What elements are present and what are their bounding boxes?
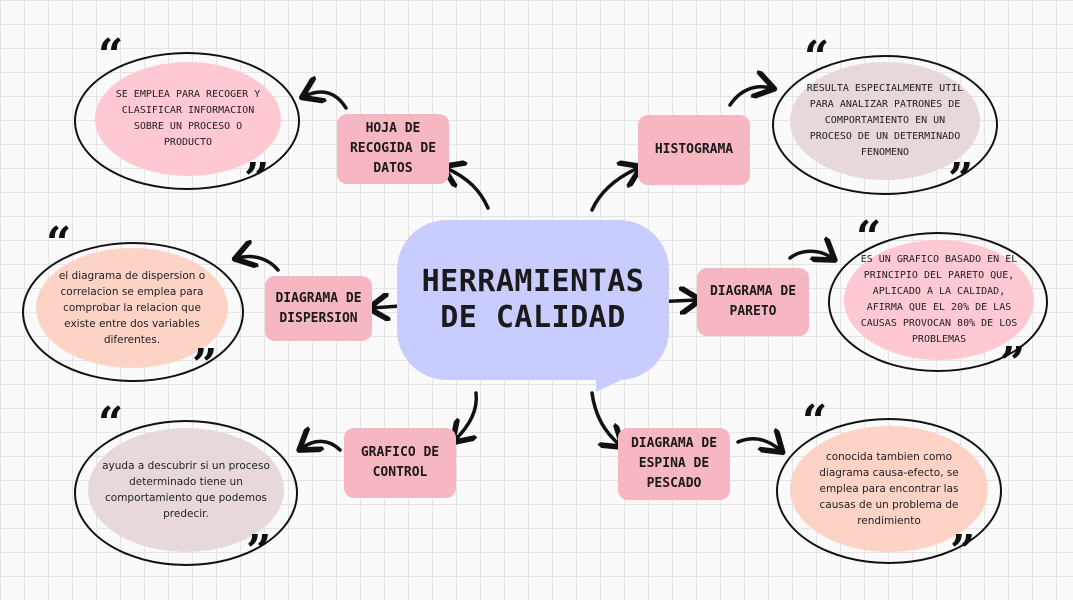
quote-control: ayuda a descubrir si un proceso determin…: [88, 428, 284, 552]
center-bubble: HERRAMIENTAS DE CALIDAD: [397, 220, 669, 380]
quote-ring-dispersion: [22, 242, 244, 382]
tool-box-histograma: HISTOGRAMA: [638, 115, 750, 185]
arrow-center-to-hoja: [446, 168, 490, 210]
open-quote-icon: “: [98, 30, 124, 81]
open-quote-icon: “: [98, 398, 124, 449]
arrow-control-to-quote: [302, 441, 342, 450]
center-title: HERRAMIENTAS DE CALIDAD: [421, 264, 645, 335]
arrow-dispersion-to-quote: [238, 257, 280, 272]
quote-espina: conocida tambien como diagrama causa-efe…: [790, 426, 988, 552]
quote-ring-hoja: [74, 52, 300, 190]
arrow-center-to-control: [455, 391, 479, 440]
open-quote-icon: “: [804, 32, 830, 83]
open-quote-icon: “: [856, 212, 882, 263]
quote-ring-espina: [776, 418, 1002, 564]
quote-hoja: SE EMPLEA PARA RECOGER Y CLASIFICAR INFO…: [95, 62, 281, 176]
arrow-histograma-to-quote: [728, 87, 771, 107]
tool-box-control: GRAFICO DE CONTROL: [344, 428, 456, 498]
quote-pareto: ES UN GRAFICO BASADO EN EL PRINCIPIO DEL…: [844, 240, 1034, 360]
quote-ring-control: [74, 420, 298, 566]
tool-box-pareto: DIAGRAMA DE PARETO: [697, 268, 809, 336]
close-quote-icon: ”: [246, 526, 272, 577]
quote-ring-pareto: [828, 232, 1048, 372]
close-quote-icon: ”: [244, 154, 270, 205]
tool-box-espina: DIAGRAMA DE ESPINA DE PESCADO: [618, 428, 730, 500]
arrow-espina-to-quote: [736, 439, 780, 450]
arrow-pareto-to-quote: [788, 251, 832, 258]
quote-ring-histograma: [772, 55, 998, 195]
quote-histograma: RESULTA ESPECIALMENTE UTIL PARA ANALIZAR…: [790, 62, 980, 180]
close-quote-icon: ”: [948, 154, 974, 205]
open-quote-icon: “: [802, 396, 828, 447]
arrow-center-to-histograma: [590, 168, 638, 212]
tool-box-hoja: HOJA DE RECOGIDA DE DATOS: [337, 114, 449, 184]
quote-dispersion: el diagrama de dispersion o correlacion …: [36, 248, 228, 368]
arrow-hoja-to-quote: [305, 92, 348, 110]
close-quote-icon: ”: [192, 340, 218, 391]
tool-box-dispersion: DIAGRAMA DE DISPERSION: [265, 276, 372, 341]
close-quote-icon: ”: [1000, 338, 1026, 389]
open-quote-icon: “: [46, 218, 72, 269]
arrow-center-to-espina: [590, 391, 620, 445]
close-quote-icon: ”: [950, 526, 976, 577]
